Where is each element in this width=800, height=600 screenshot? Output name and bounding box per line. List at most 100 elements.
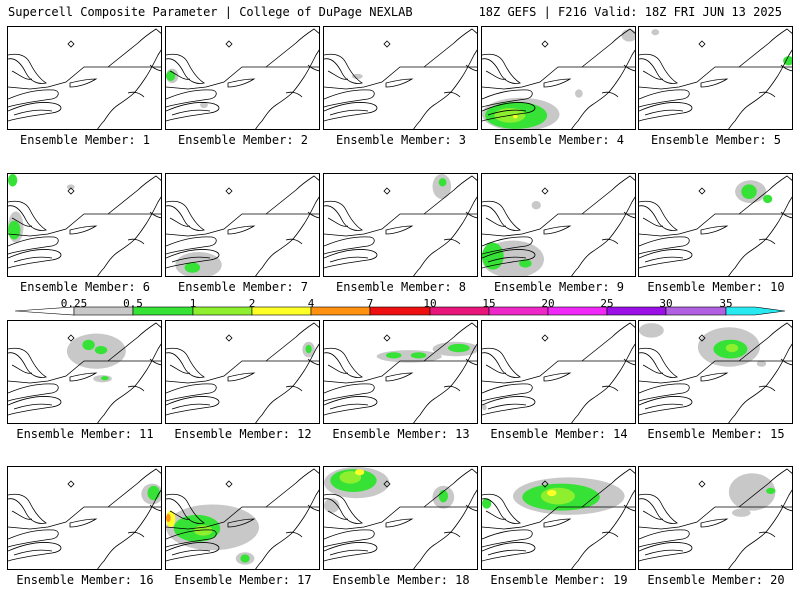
ensemble-member-label-9: Ensemble Member: 9 — [493, 280, 625, 294]
scp-contour — [8, 174, 18, 187]
colorbar-segment — [547, 306, 608, 316]
colorbar-segment — [488, 306, 549, 316]
scp-contour — [448, 343, 470, 353]
scp-contour — [200, 101, 208, 109]
ensemble-member-map-9 — [481, 173, 636, 277]
ensemble-member-map-19 — [481, 466, 636, 570]
ensemble-member-label-17: Ensemble Member: 17 — [174, 573, 312, 587]
colorbar-tick-label: 25 — [600, 297, 614, 310]
ensemble-member-map-17 — [165, 466, 320, 570]
ensemble-member-map-8 — [323, 173, 478, 277]
colorbar-segment — [251, 306, 312, 316]
ensemble-member-label-14: Ensemble Member: 14 — [490, 427, 628, 441]
scp-contour — [519, 259, 532, 268]
colorbar-tick-label: 7 — [366, 297, 374, 310]
colorbar-segment — [369, 306, 431, 316]
scp-contour — [482, 242, 504, 270]
scp-contour — [756, 360, 767, 367]
scp-contour — [101, 376, 109, 381]
scp-contour — [482, 498, 492, 509]
colorbar-segment — [665, 306, 727, 316]
ensemble-member-map-13 — [323, 320, 478, 424]
scp-contour — [783, 56, 792, 66]
run-valid-time: 18Z GEFS | F216 Valid: 18Z FRI JUN 13 20… — [478, 5, 782, 19]
chart-title: Supercell Composite Parameter | College … — [8, 5, 413, 19]
scp-contour — [166, 513, 171, 523]
ensemble-member-label-8: Ensemble Member: 8 — [335, 280, 467, 294]
scp-contour — [513, 114, 518, 119]
ensemble-member-map-11 — [7, 320, 162, 424]
scp-contour — [386, 352, 402, 359]
scp-contour — [651, 29, 660, 36]
scp-contour — [575, 89, 583, 98]
scp-contour — [305, 344, 312, 354]
ensemble-member-label-2: Ensemble Member: 2 — [177, 133, 309, 147]
ensemble-member-label-1: Ensemble Member: 1 — [19, 133, 151, 147]
ensemble-member-map-16 — [7, 466, 162, 570]
colorbar-tick-label: 35 — [719, 297, 733, 310]
ensemble-member-map-14 — [481, 320, 636, 424]
scp-contour — [482, 404, 487, 411]
scp-contour — [410, 352, 427, 359]
scp-contour — [725, 343, 739, 353]
scp-contour — [82, 339, 95, 351]
ensemble-member-map-12 — [165, 320, 320, 424]
colorbar-tick-label: 0.25 — [60, 297, 88, 310]
scp-contour — [339, 471, 362, 484]
ensemble-member-label-5: Ensemble Member: 5 — [650, 133, 782, 147]
scp-contour — [741, 184, 757, 199]
ensemble-member-map-6 — [7, 173, 162, 277]
ensemble-member-map-4 — [481, 26, 636, 130]
colorbar-segment — [725, 306, 786, 316]
ensemble-member-label-6: Ensemble Member: 6 — [19, 280, 151, 294]
ensemble-member-map-2 — [165, 26, 320, 130]
ensemble-member-map-7 — [165, 173, 320, 277]
scp-contour — [8, 220, 21, 240]
scp-contour — [324, 498, 340, 513]
ensemble-member-map-15 — [638, 320, 793, 424]
ensemble-member-label-7: Ensemble Member: 7 — [177, 280, 309, 294]
scp-contour — [540, 487, 575, 505]
scp-contour — [184, 262, 201, 273]
ensemble-member-label-15: Ensemble Member: 15 — [647, 427, 785, 441]
ensemble-member-map-1 — [7, 26, 162, 130]
scp-contour — [547, 489, 557, 497]
colorbar-tick-label: 0.5 — [123, 297, 143, 310]
ensemble-member-map-20 — [638, 466, 793, 570]
ensemble-member-label-18: Ensemble Member: 18 — [332, 573, 470, 587]
scp-contour — [639, 323, 664, 338]
colorbar-tick-label: 10 — [423, 297, 437, 310]
scp-contour — [355, 469, 365, 476]
colorbar-segment — [606, 306, 667, 316]
ensemble-member-label-13: Ensemble Member: 13 — [332, 427, 470, 441]
scp-contour — [531, 201, 541, 210]
scp-contour — [766, 487, 776, 495]
colorbar-segment — [310, 306, 371, 316]
colorbar — [14, 306, 786, 316]
colorbar-segment — [429, 306, 490, 316]
colorbar-tick-label: 30 — [659, 297, 673, 310]
ensemble-member-label-20: Ensemble Member: 20 — [647, 573, 785, 587]
ensemble-member-map-5 — [638, 26, 793, 130]
ensemble-member-label-10: Ensemble Member: 10 — [647, 280, 785, 294]
scp-contour — [432, 174, 452, 199]
ensemble-member-map-10 — [638, 173, 793, 277]
ensemble-member-label-12: Ensemble Member: 12 — [174, 427, 312, 441]
colorbar-segment — [192, 306, 253, 316]
scp-contour — [728, 473, 776, 511]
colorbar-tick-label: 4 — [307, 297, 315, 310]
ensemble-member-map-3 — [323, 26, 478, 130]
scp-contour — [94, 345, 108, 355]
ensemble-member-label-4: Ensemble Member: 4 — [493, 133, 625, 147]
colorbar-tick-label: 15 — [482, 297, 496, 310]
scp-contour — [732, 508, 751, 517]
scp-contour — [66, 184, 75, 190]
scp-contour — [240, 554, 250, 563]
ensemble-member-label-3: Ensemble Member: 3 — [335, 133, 467, 147]
ensemble-member-label-16: Ensemble Member: 16 — [16, 573, 154, 587]
scp-contour — [621, 29, 635, 42]
ensemble-member-label-19: Ensemble Member: 19 — [490, 573, 628, 587]
scp-contour — [438, 178, 447, 187]
scp-contour — [351, 73, 363, 79]
colorbar-tick-label: 20 — [541, 297, 555, 310]
